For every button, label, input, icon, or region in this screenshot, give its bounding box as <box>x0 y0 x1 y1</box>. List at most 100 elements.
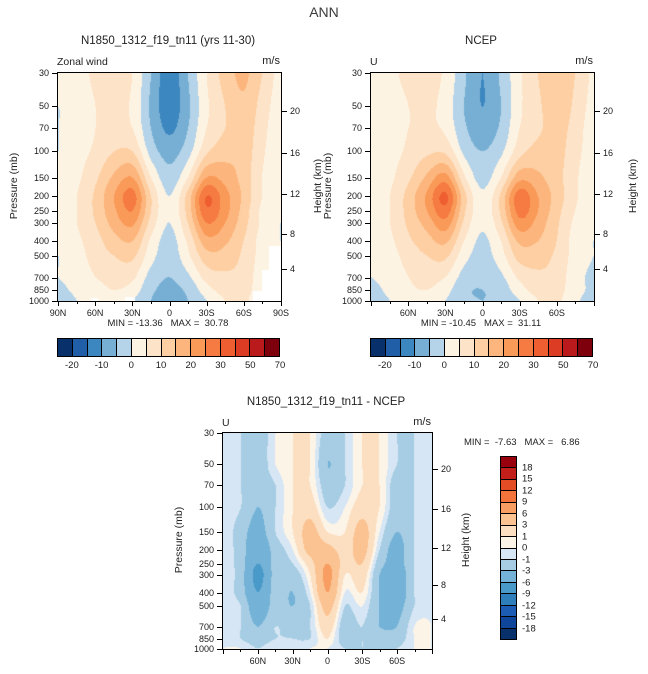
height-tick-label: 12 <box>290 189 301 200</box>
pressure-tick <box>365 73 371 74</box>
colorbar-cell <box>87 339 103 356</box>
latitude-tick-label: 60N <box>86 308 104 318</box>
latitude-tick <box>281 301 282 306</box>
latitude-tick <box>556 301 558 306</box>
contour-canvas-model <box>58 73 281 301</box>
latitude-tick <box>519 301 521 306</box>
minmax-label-diff: MIN = -7.63 MAX = 6.86 <box>464 437 580 448</box>
pressure-tick <box>365 255 371 257</box>
colorbar-cell <box>72 339 88 356</box>
pressure-tick-label: 1000 <box>28 296 49 306</box>
pressure-tick-label: 500 <box>33 250 49 261</box>
height-tick <box>432 619 438 621</box>
colorbar-cell <box>220 339 236 356</box>
pressure-tick-label: 850 <box>33 285 49 296</box>
panel-title-model: N1850_1312_f19_tn11 (yrs 11-30) <box>80 35 256 47</box>
pressure-tick <box>365 177 371 179</box>
height-tick-label: 8 <box>603 228 609 239</box>
latitude-tick <box>594 301 595 306</box>
pressure-tick-label: 250 <box>346 205 362 216</box>
height-tick-label: 16 <box>441 503 452 514</box>
latitude-tick <box>188 301 190 304</box>
latitude-tick-label: 30S <box>354 656 371 666</box>
pressure-tick <box>365 301 371 302</box>
colorbar-cell <box>501 537 516 549</box>
pressure-tick <box>52 255 58 257</box>
latitude-tick <box>262 301 264 304</box>
pressure-tick <box>217 649 223 650</box>
colorbar-tick-label: 0 <box>441 360 447 371</box>
colorbar-tick-label: -6 <box>522 577 531 588</box>
colorbar-tick-label: -20 <box>64 360 79 371</box>
pressure-tick <box>365 241 371 243</box>
colorbar-tick-label: 30 <box>528 360 539 371</box>
colorbar-tick-label: -1 <box>522 554 531 565</box>
colorbar-cell <box>501 571 516 583</box>
colorbar-cell <box>117 339 132 356</box>
latitude-tick-label: 0 <box>166 308 173 318</box>
pressure-tick-label: 150 <box>33 172 49 183</box>
pressure-tick-label: 300 <box>33 217 49 228</box>
colorbar-cell <box>504 339 519 356</box>
colorbar-tick-label: 12 <box>522 485 533 496</box>
colorbar-tick-label: 3 <box>522 519 528 531</box>
pressure-tick-label: 250 <box>198 558 214 569</box>
pressure-tick-label: 200 <box>33 191 49 202</box>
minmax-label-ncep: MIN = -10.45 MAX = 31.11 <box>420 318 542 329</box>
colorbar-tick-label: 0 <box>128 360 134 371</box>
pressure-tick-label: 200 <box>198 544 214 555</box>
colorbar-cell <box>501 559 516 572</box>
field-label-ncep: U <box>370 56 378 68</box>
height-tick <box>594 233 600 235</box>
height-tick-label: 4 <box>603 264 609 275</box>
pressure-tick <box>52 151 58 153</box>
colorbar-cell <box>501 548 516 560</box>
pressure-tick-label: 150 <box>346 172 362 183</box>
colorbar-tick-label: 20 <box>498 360 510 371</box>
colorbar-tick-label: 70 <box>587 360 599 371</box>
height-tick-label: 4 <box>290 264 296 275</box>
pressure-tick-label: 400 <box>198 587 214 598</box>
pressure-tick <box>217 606 223 608</box>
pressure-tick <box>52 222 58 224</box>
colorbar-cell <box>501 468 516 480</box>
pressure-tick <box>365 151 371 153</box>
latitude-tick <box>223 649 224 654</box>
height-tick <box>432 547 438 549</box>
latitude-tick <box>379 649 381 652</box>
colorbar-model <box>57 338 280 357</box>
pressure-tick-label: 200 <box>346 191 362 202</box>
pressure-axis-title-diff: Pressure (mb) <box>173 506 185 574</box>
colorbar-labels-ncep: -20 -10 0 10 20 30 50 70 <box>370 360 598 372</box>
pressure-tick <box>52 128 58 130</box>
colorbar-cell <box>501 525 516 538</box>
pressure-tick <box>365 210 371 212</box>
pressure-axis-title-ncep: Pressure (mb) <box>322 152 334 220</box>
minmax-label-model: MIN = -13.36 MAX = 30.78 <box>107 318 229 329</box>
colorbar-cell <box>415 339 431 356</box>
contour-canvas-ncep <box>371 73 594 301</box>
latitude-tick-label: 30S <box>511 308 528 318</box>
colorbar-cell <box>501 514 516 526</box>
pressure-tick-label: 30 <box>203 428 214 438</box>
colorbar-cell <box>563 339 579 356</box>
latitude-tick <box>362 649 364 654</box>
latitude-tick-label: 0 <box>479 308 486 318</box>
latitude-tick <box>414 649 416 652</box>
latitude-tick-label: 60S <box>548 308 565 318</box>
pressure-tick <box>365 222 371 224</box>
height-axis-title-ncep: Height (km) <box>627 158 639 214</box>
pressure-tick <box>52 210 58 212</box>
latitude-tick <box>113 301 115 304</box>
height-tick <box>281 269 287 271</box>
contour-plot-ncep: 30 50 70 100 150 200 250 300 400 500 700 850 1000 20 1… <box>342 68 613 318</box>
pressure-tick-label: 100 <box>346 146 362 157</box>
latitude-tick <box>408 301 410 306</box>
pressure-tick-label: 850 <box>346 285 362 296</box>
colorbar-cell <box>518 339 534 356</box>
colorbar-tick-label: 20 <box>185 360 197 371</box>
pressure-tick <box>217 433 223 434</box>
latitude-tick <box>389 301 391 304</box>
latitude-tick-label: 90N <box>49 308 67 318</box>
latitude-tick-label: 60N <box>249 656 267 666</box>
